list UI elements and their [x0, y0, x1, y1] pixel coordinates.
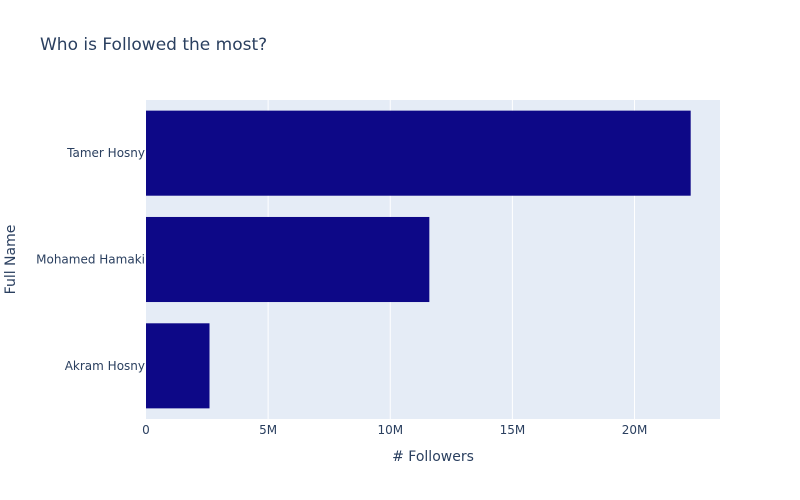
bar-tamer-hosny — [146, 110, 691, 196]
x-tick-label: 0 — [142, 423, 150, 437]
y-tick-label: Tamer Hosny — [66, 146, 145, 160]
bar-akram-hosny — [146, 323, 210, 409]
x-tick-label: 5M — [259, 423, 277, 437]
bar-mohamed-hamaki — [146, 216, 430, 303]
y-axis-ticks: Tamer Hosny Mohamed Hamaki Akram Hosny — [36, 146, 145, 373]
x-axis-ticks: 0 5M 10M 15M 20M — [142, 423, 647, 437]
x-tick-label: 20M — [622, 423, 648, 437]
x-axis-title: # Followers — [392, 449, 474, 465]
x-tick-label: 15M — [500, 423, 526, 437]
chart-title: Who is Followed the most? — [40, 35, 267, 55]
y-tick-label: Mohamed Hamaki — [36, 253, 145, 267]
y-tick-label: Akram Hosny — [65, 359, 145, 373]
x-tick-label: 10M — [377, 423, 403, 437]
y-axis-title: Full Name — [3, 225, 19, 295]
bars — [146, 110, 691, 409]
